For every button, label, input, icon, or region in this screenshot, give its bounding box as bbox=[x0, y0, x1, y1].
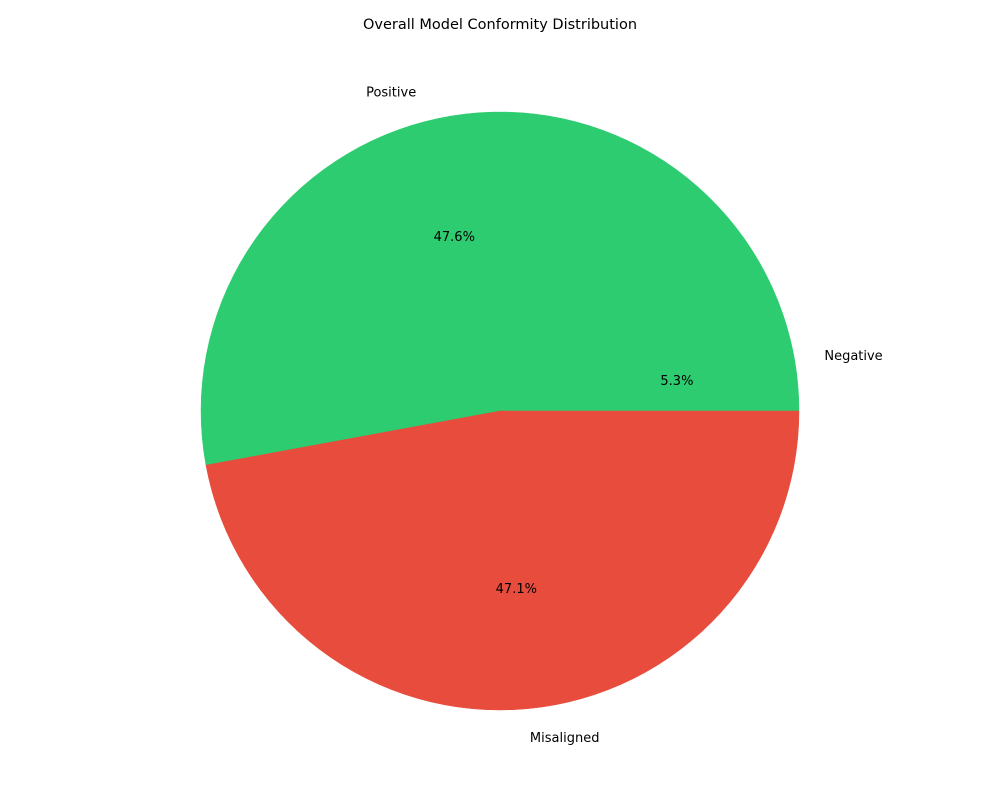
slice-percent-misaligned: 47.1% bbox=[496, 582, 537, 597]
pie-slice-positive bbox=[200, 111, 783, 466]
slice-percent-positive: 47.6% bbox=[434, 230, 475, 245]
pie-labels: Negative 5.3% Positive 47.6% Misaligned 47.1% bbox=[366, 85, 883, 746]
pie-slice-misaligned bbox=[205, 410, 800, 711]
chart-title: Overall Model Conformity Distribution bbox=[363, 17, 637, 33]
slice-label-negative: Negative bbox=[824, 349, 882, 364]
slice-label-positive: Positive bbox=[366, 85, 416, 100]
pie-slices bbox=[200, 111, 800, 711]
slice-label-misaligned: Misaligned bbox=[530, 731, 600, 746]
slice-percent-negative: 5.3% bbox=[660, 374, 693, 389]
